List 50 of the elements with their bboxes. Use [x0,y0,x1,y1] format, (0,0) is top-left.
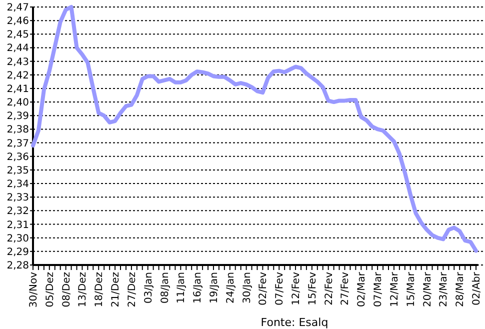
x-tick-label: 02/Fev [258,272,270,306]
y-tick-label: 2,30 [6,233,29,244]
x-tick-label: 22/Fev [324,272,335,306]
y-tick-label: 2,28 [6,260,29,272]
y-tick-label: 2,35 [6,165,29,176]
y-tick-label: 2,37 [6,138,29,150]
x-tick-label: 13/Dez [78,272,89,308]
y-tick-label: 2,31 [6,220,29,231]
x-tick-label: 19/Jan [208,272,220,304]
line-series [31,5,478,253]
x-tick-label: 02/Mar [356,271,368,307]
y-tick-label: 2,33 [6,192,29,204]
x-tick-label: 03/Jan [143,272,154,304]
y-tick-label: 2,38 [6,124,29,136]
y-tick-label: 2,36 [6,152,29,163]
x-tick-label: 27/Dez [126,272,138,308]
y-tick-label: 2,46 [6,16,29,28]
x-tick-label: 16/Jan [192,272,204,304]
x-tick-label: 20/Mar [422,271,434,307]
x-tick-label: 24/Jan [225,272,236,304]
x-tick-label: 02/Abr [472,271,482,306]
x-tick-label: 07/Fev [274,272,286,306]
y-tick-label: 2,34 [6,179,29,190]
x-tick-label: 28/Mar [455,271,466,307]
x-tick-label: 30/Jan [242,272,253,304]
y-tick-label: 2,42 [6,70,29,82]
x-tick-label: 08/Dez [61,272,72,308]
x-tick-label: 12/Fev [291,272,302,306]
x-tick-label: 30/Nov [28,272,40,308]
x-tick-label: 15/Mar [406,271,417,307]
x-tick-label: 05/Dez [44,272,56,308]
x-tick-label: 08/Jan [160,272,171,304]
x-tick-label: 23/Mar [438,271,450,307]
y-tick-label: 2,45 [6,30,29,41]
x-tick-label: 18/Dez [94,272,106,308]
y-tick-label: 2,40 [6,98,29,109]
x-tick-label: 27/Fev [340,272,352,306]
x-tick-label: 21/Dez [110,272,122,308]
source-note: Fonte: Esalq [260,316,328,329]
x-tick-label: 15/Fev [307,272,318,306]
x-tick-label: 12/Mar [389,271,400,307]
y-tick-label: 2,47 [6,2,29,14]
y-tick-label: 2,32 [6,206,29,218]
x-tick-label: 11/Jan [176,272,188,304]
x-tick-label: 07/Mar [373,271,384,307]
y-tick-label: 2,43 [6,56,29,68]
y-tick-label: 2,39 [6,111,29,122]
y-tick-label: 2,41 [6,84,29,95]
y-tick-label: 2,44 [6,43,29,54]
y-tick-label: 2,29 [6,246,29,258]
